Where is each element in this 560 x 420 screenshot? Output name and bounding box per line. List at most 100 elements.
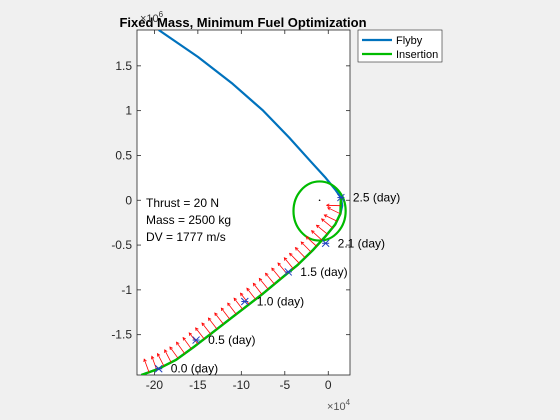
thrust-vector bbox=[265, 273, 275, 285]
data-layer bbox=[140, 30, 347, 375]
thrust-vector-head bbox=[258, 277, 263, 282]
y-tick-label: 1 bbox=[125, 104, 132, 118]
thrust-vector bbox=[295, 247, 306, 258]
thrust-vector bbox=[311, 230, 323, 241]
thrust-vector bbox=[258, 278, 269, 290]
thrust-vector-head bbox=[271, 267, 275, 272]
thrust-vector bbox=[151, 356, 157, 370]
thrust-vector bbox=[176, 341, 186, 354]
thrust-vector-head bbox=[239, 292, 244, 297]
thrust-vector-head bbox=[310, 230, 315, 234]
thrust-vector-head bbox=[300, 241, 305, 246]
y-exponent-base: ×10 bbox=[140, 13, 159, 25]
thrust-vector-head bbox=[195, 327, 199, 331]
thrust-vector bbox=[316, 224, 328, 235]
annotation-thrust: Thrust = 20 N bbox=[146, 196, 219, 210]
thrust-vector bbox=[252, 283, 263, 295]
thrust-vector-head bbox=[201, 322, 205, 326]
axes-box bbox=[136, 29, 351, 376]
thrust-vector-head bbox=[214, 312, 218, 317]
x-tick-label: -5 bbox=[279, 378, 290, 392]
thrust-vector bbox=[208, 317, 218, 330]
x-tick-label: -20 bbox=[146, 378, 164, 392]
insertion-line bbox=[140, 197, 343, 375]
legend-flyby-label: Flyby bbox=[396, 35, 423, 47]
thrust-vector-head bbox=[264, 272, 269, 277]
thrust-vector bbox=[169, 346, 179, 359]
time-marker-label: 2.1 (day) bbox=[338, 236, 385, 250]
planet-dot bbox=[318, 199, 321, 202]
thrust-vector-head bbox=[277, 262, 281, 266]
x-exponent-label: ×104 bbox=[327, 398, 351, 413]
thrust-vector bbox=[246, 287, 256, 300]
chart-title: Fixed Mass, Minimum Fuel Optimization bbox=[119, 15, 366, 30]
thrust-vector-head bbox=[320, 218, 325, 222]
x-tick-label: 0 bbox=[325, 378, 332, 392]
time-marker-label: 1.5 (day) bbox=[300, 265, 347, 279]
y-tick-label: -1 bbox=[121, 283, 132, 297]
thrust-vector-head bbox=[207, 317, 212, 322]
thrust-vector-head bbox=[305, 236, 310, 240]
y-tick-label: -1.5 bbox=[111, 328, 132, 342]
thrust-vector-head bbox=[182, 336, 186, 341]
thrust-vector-head bbox=[143, 358, 147, 363]
thrust-vector bbox=[220, 307, 231, 320]
thrust-vector-head bbox=[227, 302, 231, 307]
thrust-vector-head bbox=[246, 287, 250, 292]
legend-box bbox=[357, 29, 443, 63]
thrust-vector bbox=[300, 241, 312, 253]
y-tick-label: -0.5 bbox=[111, 238, 132, 252]
thrust-vector bbox=[271, 267, 282, 280]
thrust-vector bbox=[182, 337, 192, 350]
thrust-vector-head bbox=[289, 252, 293, 257]
time-marker-label: 2.5 (day) bbox=[353, 191, 400, 205]
thrust-vector bbox=[283, 257, 294, 269]
y-exponent-label: ×106 bbox=[140, 10, 164, 25]
thrust-vector bbox=[201, 322, 211, 335]
thrust-vector bbox=[233, 297, 243, 310]
thrust-vector bbox=[195, 327, 205, 340]
thrust-vector-head bbox=[164, 349, 168, 353]
y-exponent-power: 6 bbox=[159, 10, 164, 19]
thrust-vector-head bbox=[176, 341, 180, 346]
thrust-vector-head bbox=[188, 332, 193, 336]
thrust-vector-head bbox=[294, 247, 299, 251]
legend[interactable]: Flyby Insertion bbox=[357, 29, 443, 63]
insertion-orbit bbox=[292, 180, 347, 242]
thrust-vector-head bbox=[157, 352, 161, 357]
annotation-mass: Mass = 2500 kg bbox=[146, 213, 231, 227]
thrust-vector-head bbox=[315, 224, 320, 229]
thrust-vector bbox=[227, 302, 237, 315]
thrust-vector bbox=[327, 207, 341, 215]
thrust-vector-head bbox=[252, 282, 257, 287]
y-tick-label: 0 bbox=[125, 193, 132, 207]
thrust-vector-head bbox=[283, 257, 288, 261]
y-tick-label: 1.5 bbox=[115, 59, 132, 73]
thrust-vector bbox=[164, 349, 172, 363]
thrust-vector bbox=[321, 218, 333, 229]
thrust-vector bbox=[289, 253, 300, 264]
thrust-vector bbox=[305, 236, 317, 247]
x-exponent-base: ×10 bbox=[327, 401, 346, 413]
thrust-vector bbox=[240, 292, 250, 305]
thrust-vector-head bbox=[323, 214, 328, 218]
thrust-vector-head bbox=[169, 346, 173, 350]
thrust-vector-head bbox=[233, 297, 237, 302]
thrust-vector-head bbox=[327, 207, 331, 211]
x-tick-label: -10 bbox=[233, 378, 251, 392]
time-marker-label: 0.0 (day) bbox=[171, 362, 218, 376]
thrust-vector-head bbox=[151, 355, 155, 360]
time-marker-label: 1.0 (day) bbox=[257, 295, 304, 309]
plot-area: -20 -15 -10 -5 0 -1.5 -1 -0.5 0 0.5 1 1.5 0.0 (day) 0… bbox=[111, 29, 400, 392]
thrust-vector-head bbox=[220, 307, 225, 312]
thrust-vector bbox=[324, 214, 338, 222]
x-exponent-power: 4 bbox=[346, 398, 351, 407]
thrust-vector bbox=[157, 353, 165, 367]
legend-insertion-label: Insertion bbox=[396, 49, 438, 61]
thrust-vector bbox=[214, 312, 224, 325]
x-tick-label: -15 bbox=[189, 378, 207, 392]
thrust-vector bbox=[143, 358, 150, 373]
thrust-vector-head bbox=[325, 203, 330, 208]
y-tick-label: 0.5 bbox=[115, 148, 132, 162]
